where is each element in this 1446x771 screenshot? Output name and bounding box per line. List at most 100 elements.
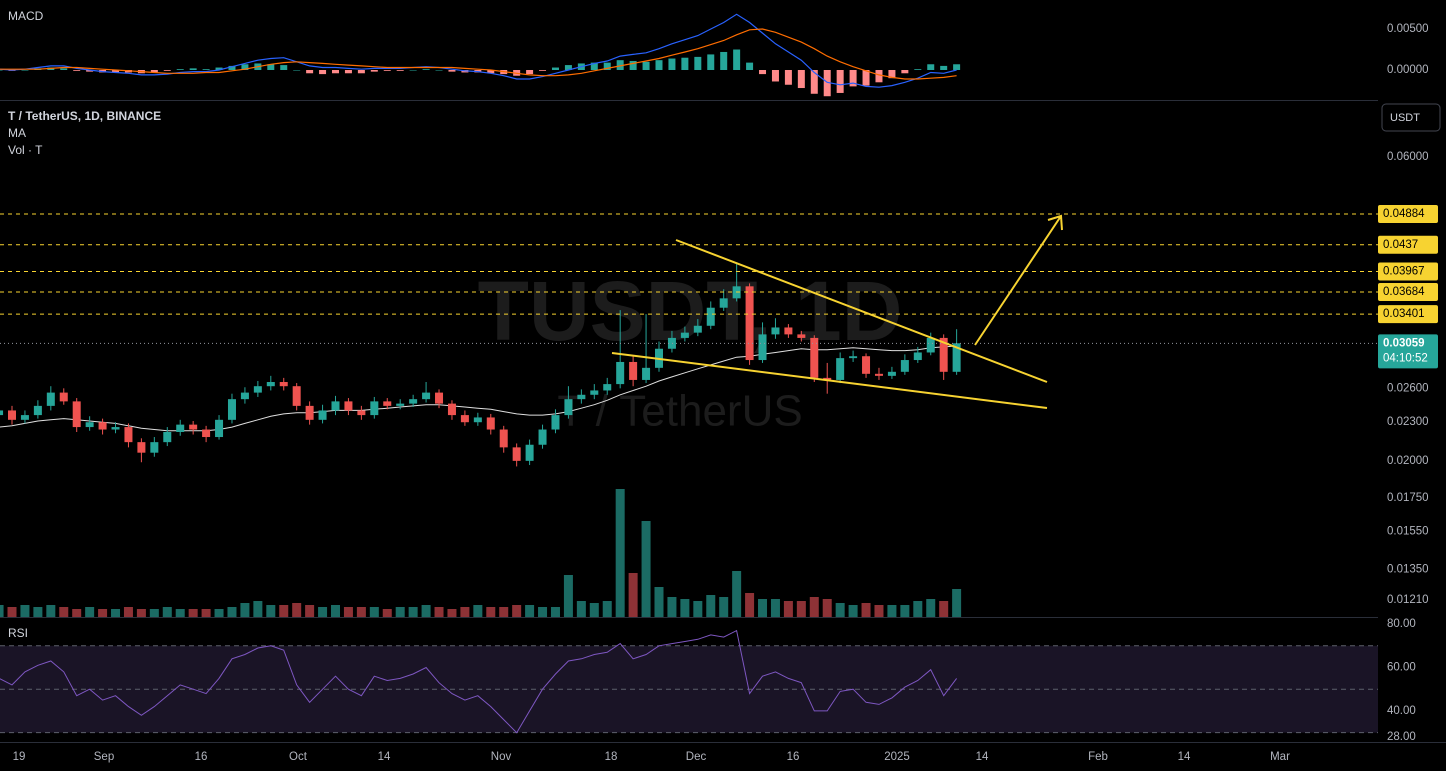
level-label: 0.04884 <box>1383 208 1425 220</box>
candle-body <box>46 392 55 406</box>
candle-body <box>642 367 651 380</box>
candle-body <box>305 405 314 420</box>
histogram-bar <box>655 60 663 70</box>
x-tick-label: Dec <box>686 751 707 763</box>
candle-body <box>137 442 146 453</box>
volume-bar <box>680 599 690 617</box>
volume-bar <box>59 607 69 617</box>
volume-bar <box>305 605 315 617</box>
indicator-label: MA <box>8 126 26 140</box>
histogram-bar <box>487 70 495 74</box>
volume-bar <box>654 587 664 617</box>
volume-bar <box>770 599 780 617</box>
candle-body <box>784 327 793 335</box>
volume-bar <box>214 609 224 617</box>
volume-bar <box>796 601 806 617</box>
candle-body <box>357 410 366 416</box>
histogram-bar <box>60 68 68 70</box>
candle-body <box>124 427 133 443</box>
trendline <box>675 239 1048 383</box>
watermark: TUSDT, 1D <box>478 264 903 358</box>
volume-bar <box>356 607 366 617</box>
y-tick-label: 0.01210 <box>1387 594 1429 606</box>
candle-body <box>331 401 340 411</box>
candle-body <box>499 429 508 448</box>
histogram-bar <box>590 62 598 70</box>
volume-bar <box>550 607 560 617</box>
candle-body <box>887 371 896 376</box>
volume-bar <box>123 607 133 617</box>
volume-bar <box>421 605 431 617</box>
volume-bar <box>939 601 949 617</box>
candle-body <box>0 410 4 416</box>
candle-body <box>823 377 832 380</box>
candle-body <box>680 332 689 338</box>
histogram-bar <box>616 60 624 70</box>
volume-bar <box>861 603 871 617</box>
candle-body <box>409 399 418 404</box>
drawings <box>611 214 1063 409</box>
candle-body <box>435 392 444 404</box>
histogram-bar <box>953 64 961 70</box>
watermark: T / TetherUS <box>557 387 802 436</box>
volume-bar <box>0 605 4 617</box>
candle-body <box>318 410 327 420</box>
candle-body <box>745 286 754 361</box>
volume-bar <box>809 597 819 617</box>
currency-button[interactable] <box>1381 103 1441 132</box>
histogram-bar <box>940 65 948 70</box>
volume-bar <box>926 599 936 617</box>
candle-body <box>240 392 249 400</box>
histogram-bar <box>927 64 935 70</box>
candle-body <box>551 415 560 430</box>
histogram-bar <box>759 70 767 75</box>
volume-bar <box>719 597 729 617</box>
histogram-bar <box>332 70 339 74</box>
histogram-bar <box>823 70 831 97</box>
histogram-bar <box>707 54 715 70</box>
histogram-bar <box>435 70 443 71</box>
candle-body <box>163 432 172 443</box>
histogram-bar <box>189 68 197 70</box>
level-label: 0.0437 <box>1383 239 1418 251</box>
volume-bar <box>602 601 612 617</box>
histogram-bar <box>642 61 650 70</box>
volume-bar <box>253 601 263 617</box>
volume-bar <box>732 571 742 617</box>
volume-bar <box>279 605 289 617</box>
line <box>0 345 957 432</box>
volume-bar <box>46 605 56 617</box>
volume-bar <box>343 607 353 617</box>
candle-body <box>85 422 94 428</box>
volume-bar <box>486 607 496 617</box>
histogram-bar <box>21 70 29 71</box>
histogram-bar <box>306 70 314 74</box>
candle-body <box>279 382 288 387</box>
y-tick-label: 0.01550 <box>1387 525 1429 537</box>
candle-body <box>926 337 935 353</box>
x-tick-label: Oct <box>289 751 308 763</box>
candle-body <box>538 429 547 445</box>
histogram-bar <box>228 65 236 70</box>
histogram-bar <box>383 70 391 71</box>
pane-title: MACD <box>8 9 44 23</box>
x-tick-label: 19 <box>13 751 26 763</box>
histogram-bar <box>539 70 547 71</box>
volume-bar <box>395 607 405 617</box>
candle-body <box>176 424 185 433</box>
currency-label[interactable]: USDT <box>1390 112 1420 124</box>
indicator-label: Vol · T <box>8 143 43 157</box>
volume-bar <box>525 605 535 617</box>
volume-bar <box>615 489 625 617</box>
histogram-bar <box>280 65 288 70</box>
countdown-label: 04:10:52 <box>1383 352 1428 364</box>
candle-body <box>447 403 456 416</box>
candle-body <box>577 394 586 400</box>
candle-body <box>564 399 573 416</box>
candle-body <box>150 442 159 453</box>
histogram-bar <box>176 69 184 70</box>
candle-body <box>771 327 780 335</box>
volume-bar <box>7 607 17 617</box>
candle-body <box>33 405 42 416</box>
